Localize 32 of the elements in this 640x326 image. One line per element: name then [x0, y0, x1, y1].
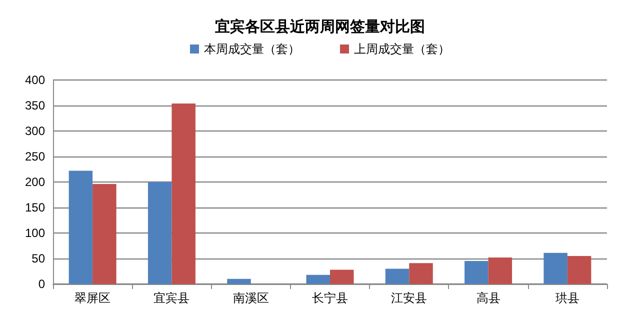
- y-tick-label: 200: [24, 175, 46, 189]
- legend-label: 本周成交量（套）: [204, 42, 300, 56]
- bar: [544, 252, 568, 284]
- y-tick-label: 0: [38, 277, 46, 291]
- legend-label: 上周成交量（套）: [354, 42, 450, 56]
- bar: [330, 270, 354, 284]
- y-tick-label: 300: [24, 124, 46, 138]
- y-tick-label: 350: [24, 98, 46, 112]
- chart-title: 宜宾各区县近两周网签量对比图: [215, 18, 425, 36]
- y-tick-label: 50: [32, 252, 46, 266]
- bar: [567, 256, 592, 284]
- x-tick-label: 长宁县: [312, 291, 348, 305]
- y-tick-label: 400: [24, 73, 46, 87]
- bar: [92, 184, 116, 284]
- bar: [409, 263, 433, 284]
- bar: [488, 257, 512, 284]
- x-tick-label: 宜宾县: [154, 291, 190, 305]
- bar: [227, 278, 251, 284]
- x-tick-label: 珙县: [555, 291, 580, 305]
- x-tick-label: 南溪区: [232, 291, 269, 305]
- x-tick-label: 高县: [476, 291, 500, 305]
- x-tick-label: 翠屏区: [74, 291, 111, 305]
- x-tick-label: 江安县: [391, 291, 428, 305]
- bar: [172, 103, 196, 284]
- y-tick-label: 150: [24, 200, 46, 214]
- bar: [306, 274, 330, 284]
- y-tick-label: 100: [24, 226, 46, 240]
- bar: [148, 182, 172, 284]
- y-tick-label: 250: [24, 150, 46, 164]
- bar: [385, 268, 410, 284]
- bar: [68, 170, 93, 284]
- bar: [464, 261, 488, 284]
